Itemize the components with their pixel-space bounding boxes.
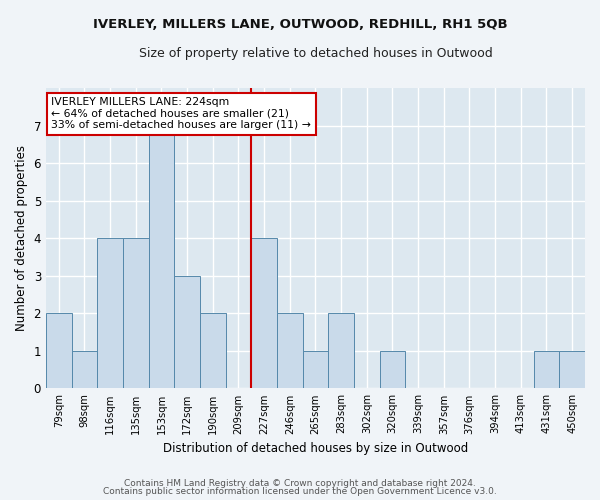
Bar	[277, 314, 302, 388]
Bar	[174, 276, 200, 388]
Title: Size of property relative to detached houses in Outwood: Size of property relative to detached ho…	[139, 48, 493, 60]
Bar	[380, 351, 406, 389]
Bar	[97, 238, 123, 388]
Text: IVERLEY, MILLERS LANE, OUTWOOD, REDHILL, RH1 5QB: IVERLEY, MILLERS LANE, OUTWOOD, REDHILL,…	[92, 18, 508, 30]
Bar	[46, 314, 71, 388]
Bar	[123, 238, 149, 388]
Text: IVERLEY MILLERS LANE: 224sqm
← 64% of detached houses are smaller (21)
33% of se: IVERLEY MILLERS LANE: 224sqm ← 64% of de…	[52, 97, 311, 130]
Bar	[149, 126, 174, 388]
Bar	[200, 314, 226, 388]
Text: Contains HM Land Registry data © Crown copyright and database right 2024.: Contains HM Land Registry data © Crown c…	[124, 478, 476, 488]
Bar	[302, 351, 328, 389]
Y-axis label: Number of detached properties: Number of detached properties	[15, 145, 28, 331]
Bar	[251, 238, 277, 388]
Bar	[533, 351, 559, 389]
Bar	[328, 314, 354, 388]
Text: Contains public sector information licensed under the Open Government Licence v3: Contains public sector information licen…	[103, 487, 497, 496]
Bar	[71, 351, 97, 389]
Bar	[559, 351, 585, 389]
X-axis label: Distribution of detached houses by size in Outwood: Distribution of detached houses by size …	[163, 442, 468, 455]
